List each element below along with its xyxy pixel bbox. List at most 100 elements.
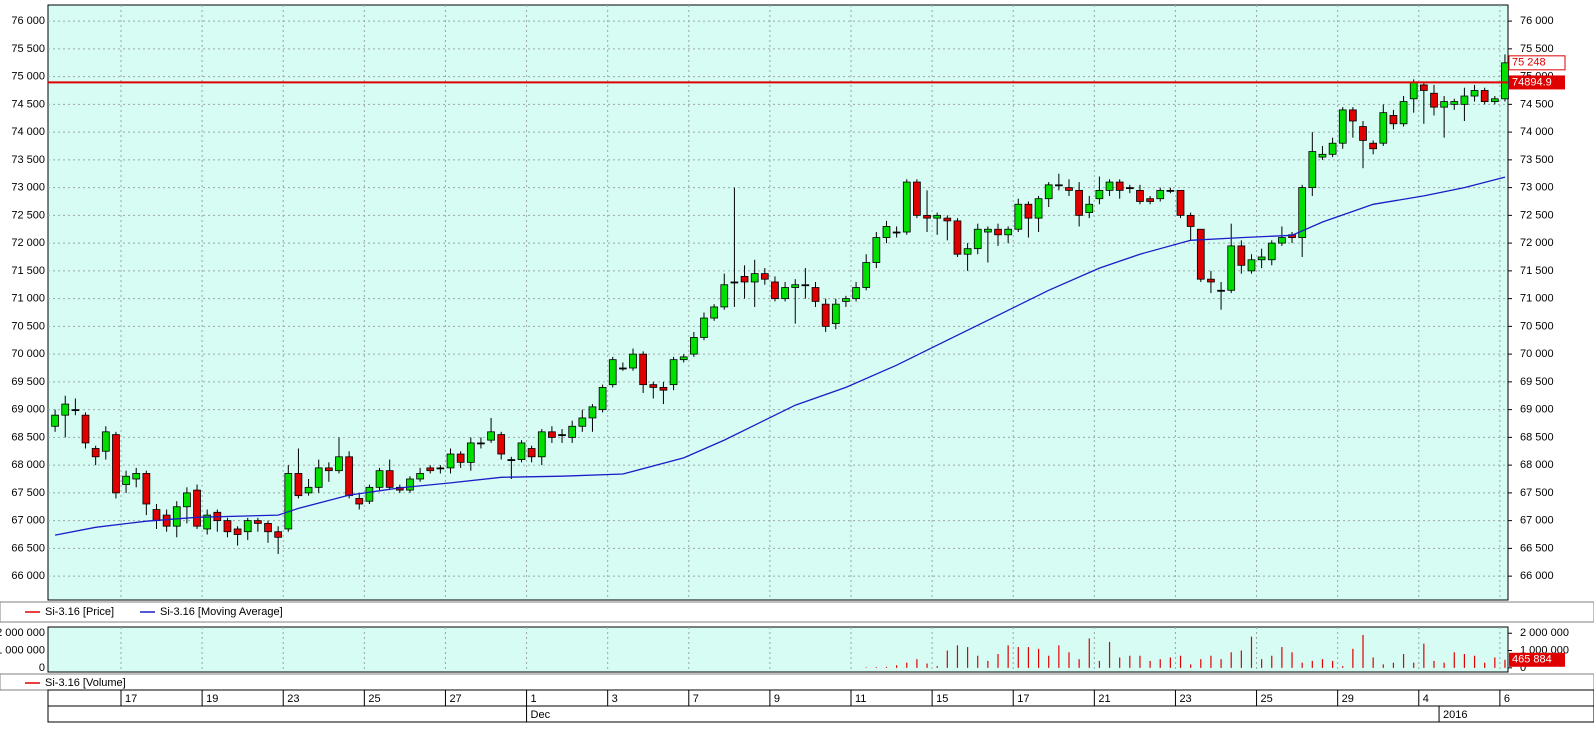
volume-bar	[1453, 652, 1455, 668]
volume-bar	[1372, 657, 1374, 668]
volume-bar	[1037, 648, 1040, 668]
candle-body	[274, 531, 283, 538]
volume-bar	[1261, 659, 1263, 668]
volume-bar	[1048, 655, 1050, 668]
candle-body	[1399, 101, 1408, 125]
volume-bar	[1250, 636, 1253, 668]
candle-body	[953, 220, 962, 255]
candle-body	[1247, 259, 1256, 272]
volume-bar	[896, 665, 898, 668]
candle-body	[608, 359, 617, 386]
y-tick-label: 67 500	[1520, 487, 1554, 499]
volume-bar	[1007, 645, 1009, 668]
candle-body	[426, 467, 435, 472]
volume-bar	[1291, 652, 1293, 668]
candle-body	[669, 359, 678, 386]
candle-body	[619, 367, 627, 370]
candle-body	[1024, 203, 1033, 219]
volume-bar	[885, 666, 888, 668]
y-tick-label: 69 500	[1520, 376, 1554, 388]
y-tick-label: 66 000	[1520, 570, 1554, 582]
candle-body	[223, 520, 232, 533]
candle-body	[943, 217, 952, 222]
candle-body	[1034, 198, 1043, 219]
y-tick-label: 71 500	[1520, 265, 1554, 277]
y-tick-label: 0	[1520, 662, 1526, 674]
y-tick-label: 71 000	[11, 293, 45, 305]
candle-body	[1349, 109, 1357, 122]
candle-body	[710, 306, 718, 319]
legend-label: Si-3.16 [Moving Average]	[160, 606, 283, 618]
volume-bar	[1068, 652, 1070, 668]
candle-body	[436, 467, 445, 470]
y-tick-label: 1 000 000	[0, 644, 45, 656]
candle-body	[1430, 92, 1438, 108]
candle-body	[821, 303, 830, 327]
candle-body	[913, 181, 921, 216]
candle-body	[385, 470, 394, 488]
candle-body	[862, 262, 871, 288]
volume-bar	[966, 647, 969, 668]
y-tick-label: 72 500	[1520, 209, 1554, 221]
candle-body	[781, 287, 789, 300]
candle-body	[487, 431, 495, 441]
candle-body	[527, 448, 536, 458]
volume-bar	[1088, 638, 1090, 668]
candle-body	[690, 337, 698, 355]
candle-body	[1085, 203, 1094, 213]
y-tick-label: 76 000	[1520, 15, 1554, 27]
legend-label: Si-3.16 [Price]	[45, 606, 114, 618]
y-tick-label: 75 000	[11, 71, 45, 83]
candle-body	[730, 281, 739, 284]
volume-bar	[1210, 655, 1212, 668]
candle-body	[1379, 112, 1388, 144]
volume-bar	[1220, 659, 1222, 668]
volume-bar	[1301, 662, 1303, 668]
y-tick-label: 70 000	[1520, 348, 1554, 360]
candle-body	[537, 431, 546, 458]
y-tick-label: 76 000	[11, 15, 45, 27]
y-tick-label: 66 500	[11, 542, 45, 554]
candle-body	[71, 409, 80, 412]
y-tick-label: 71 000	[1520, 293, 1554, 305]
volume-bar	[987, 660, 989, 668]
volume-bar	[936, 666, 938, 668]
x-tick-label: 29	[1342, 693, 1354, 705]
y-tick-label: 69 500	[11, 376, 45, 388]
candle-body	[801, 284, 810, 287]
candle-body	[923, 214, 931, 219]
volume-bar	[1321, 659, 1324, 668]
level-label: 74894.9	[1512, 76, 1552, 88]
candle-body	[294, 473, 303, 497]
candle-body	[973, 228, 982, 250]
candle-body	[345, 456, 353, 497]
candle-body	[324, 467, 333, 472]
volume-bar	[1362, 634, 1364, 668]
candle-body	[588, 406, 597, 419]
candle-body	[659, 387, 668, 391]
volume-bar	[1179, 655, 1182, 668]
month-label: Dec	[531, 709, 551, 721]
candle-body	[466, 442, 475, 463]
candle-body	[1298, 187, 1307, 238]
candle-body	[1125, 187, 1134, 190]
volume-bar	[1108, 641, 1111, 668]
volume-bar	[1484, 662, 1486, 668]
candle-body	[1075, 189, 1083, 216]
candle-body	[1328, 142, 1337, 155]
candle-body	[1115, 181, 1124, 191]
candle-body	[172, 506, 181, 527]
volume-bar	[1169, 657, 1171, 668]
y-tick-label: 2 000 000	[0, 627, 45, 639]
last-price-box	[1508, 55, 1566, 71]
volume-bar	[906, 662, 908, 668]
candle-body	[132, 473, 141, 480]
volume-bar	[1463, 654, 1466, 668]
volume-bar	[1342, 666, 1344, 668]
x-tick-label: 21	[1098, 693, 1110, 705]
candle-body	[598, 387, 607, 411]
x-tick-label: 6	[1504, 693, 1510, 705]
candle-body	[1369, 142, 1378, 150]
candle-body	[112, 434, 120, 494]
volume-bar	[1098, 660, 1101, 668]
